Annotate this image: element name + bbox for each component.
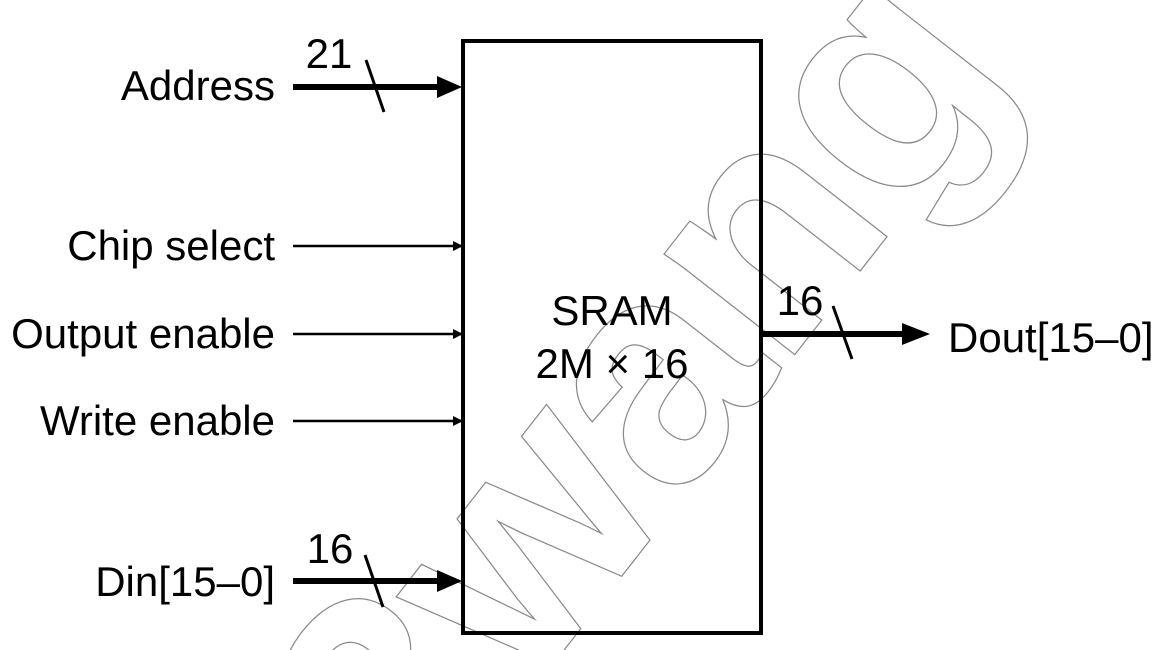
din-bus-width: 16 xyxy=(307,525,354,572)
address-bus-slash xyxy=(364,59,386,113)
output-enable-label: Output enable xyxy=(11,310,275,357)
sram-title: SRAM xyxy=(551,287,672,334)
chip-select-label: Chip select xyxy=(67,222,275,269)
dout-bus-slash xyxy=(831,305,854,360)
output-enable-input: Output enable xyxy=(11,310,463,357)
sram-size: 2M × 16 xyxy=(536,340,689,387)
dout-bus-width: 16 xyxy=(777,277,824,324)
chip-select-input: Chip select xyxy=(67,222,463,269)
address-arrowhead xyxy=(437,76,462,98)
write-enable-input: Write enable xyxy=(40,397,463,444)
write-enable-label: Write enable xyxy=(40,397,275,444)
din-arrowhead xyxy=(437,570,462,592)
address-input: Address 21 xyxy=(121,30,462,113)
address-bus-width: 21 xyxy=(306,30,353,77)
dout-label: Dout[15–0] xyxy=(948,314,1154,361)
dout-output: 16 Dout[15–0] xyxy=(761,277,1154,361)
din-bus-slash xyxy=(363,554,385,608)
din-label: Din[15–0] xyxy=(95,558,275,605)
address-label: Address xyxy=(121,62,275,109)
din-input: Din[15–0] 16 xyxy=(95,525,462,608)
dout-arrowhead xyxy=(902,323,930,345)
